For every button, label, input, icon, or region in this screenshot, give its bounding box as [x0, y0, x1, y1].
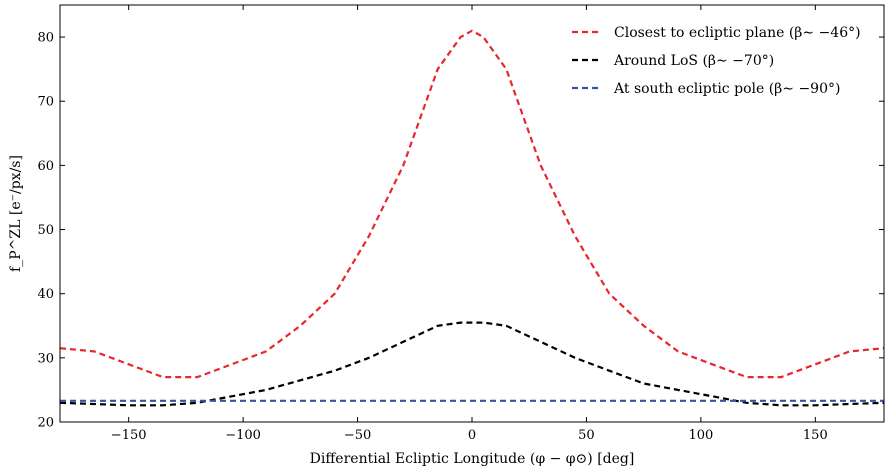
series-line-1	[60, 29, 884, 379]
series-layer	[60, 29, 884, 407]
x-tick-label: 50	[578, 428, 595, 443]
legend-label-1: Closest to ecliptic plane (β∼ −46°)	[614, 25, 861, 41]
y-tick-label: 20	[37, 416, 54, 431]
legend: Closest to ecliptic plane (β∼ −46°) Aroun…	[572, 25, 861, 97]
x-tick-label: 100	[688, 428, 713, 443]
x-axis-label: Differential Ecliptic Longitude (φ − φ⊙)…	[310, 451, 635, 467]
ticks-layer: −150 −100 −50 0 50 100 150 20 30 40 50 60 70 80	[37, 5, 884, 443]
x-tick-label: −100	[225, 428, 261, 443]
y-tick-label: 40	[37, 287, 54, 302]
y-tick-label: 60	[37, 159, 54, 174]
legend-label-3: At south ecliptic pole (β∼ −90°)	[613, 81, 840, 97]
x-tick-label: −50	[344, 428, 371, 443]
y-tick-label: 50	[37, 223, 54, 238]
legend-label-2: Around LoS (β∼ −70°)	[613, 53, 774, 69]
y-tick-label: 70	[37, 95, 54, 110]
y-axis-label: f_P^ZL [e⁻/px/s]	[8, 155, 24, 272]
series-line-2	[60, 321, 884, 407]
y-tick-label: 30	[37, 351, 54, 366]
x-tick-label: −150	[111, 428, 147, 443]
x-tick-label: 0	[468, 428, 476, 443]
x-tick-label: 150	[803, 428, 828, 443]
y-tick-label: 80	[37, 31, 54, 46]
